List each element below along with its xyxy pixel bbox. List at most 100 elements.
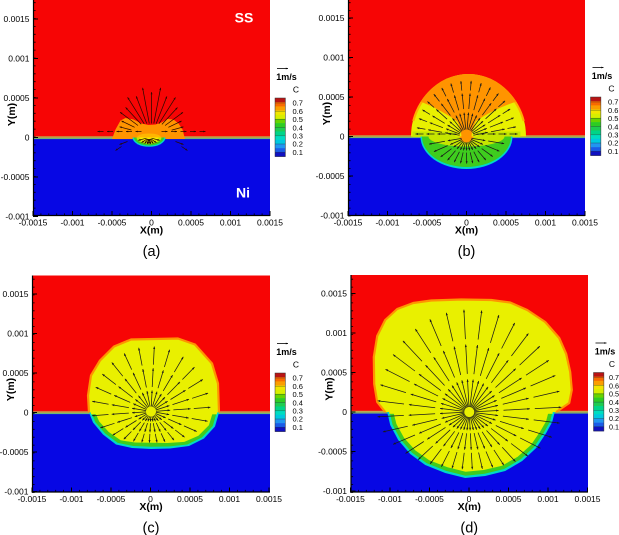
svg-text:-0.001: -0.001 xyxy=(60,218,84,228)
svg-text:0.0015: 0.0015 xyxy=(4,14,30,24)
svg-text:0.0015: 0.0015 xyxy=(575,494,601,504)
svg-text:0: 0 xyxy=(467,494,472,504)
svg-text:-0.0005: -0.0005 xyxy=(413,218,442,228)
svg-text:0.7: 0.7 xyxy=(609,373,619,382)
svg-text:0.0005: 0.0005 xyxy=(319,92,345,102)
svg-text:0: 0 xyxy=(24,407,29,417)
svg-text:Y(m): Y(m) xyxy=(5,378,17,401)
svg-text:0.2: 0.2 xyxy=(608,139,618,148)
svg-text:0.2: 0.2 xyxy=(609,414,619,423)
svg-text:0.0015: 0.0015 xyxy=(256,494,282,504)
svg-text:SS: SS xyxy=(235,10,254,26)
svg-text:(b): (b) xyxy=(458,244,476,260)
svg-text:-0.0005: -0.0005 xyxy=(318,446,347,456)
svg-text:0.4: 0.4 xyxy=(608,122,618,131)
svg-text:0.1: 0.1 xyxy=(293,148,303,157)
svg-text:0: 0 xyxy=(340,131,345,141)
svg-text:0.0015: 0.0015 xyxy=(3,289,29,299)
svg-text:0: 0 xyxy=(342,407,347,417)
svg-text:(d): (d) xyxy=(460,521,478,535)
svg-text:0.001: 0.001 xyxy=(535,218,557,228)
svg-text:C: C xyxy=(608,84,614,94)
svg-text:-0.0005: -0.0005 xyxy=(98,218,127,228)
svg-text:0.5: 0.5 xyxy=(293,115,303,124)
svg-text:-0.0005: -0.0005 xyxy=(97,494,126,504)
svg-text:(a): (a) xyxy=(143,244,161,260)
svg-text:0.4: 0.4 xyxy=(609,398,619,407)
svg-text:0.5: 0.5 xyxy=(608,114,618,123)
svg-text:X(m): X(m) xyxy=(140,225,163,237)
svg-text:0.1: 0.1 xyxy=(608,147,618,156)
svg-text:-0.001: -0.001 xyxy=(378,494,402,504)
svg-text:-0.0005: -0.0005 xyxy=(0,447,29,457)
svg-text:C: C xyxy=(293,85,299,95)
svg-text:0.0015: 0.0015 xyxy=(321,288,347,298)
svg-text:0.2: 0.2 xyxy=(293,140,303,149)
svg-text:C: C xyxy=(293,360,299,370)
svg-text:0.6: 0.6 xyxy=(608,106,618,115)
svg-text:0.0005: 0.0005 xyxy=(496,494,522,504)
svg-text:-0.001: -0.001 xyxy=(59,494,83,504)
svg-text:0.0015: 0.0015 xyxy=(319,13,345,23)
svg-text:-0.0015: -0.0015 xyxy=(18,494,47,504)
svg-text:Ni: Ni xyxy=(236,185,250,201)
svg-text:0.7: 0.7 xyxy=(608,98,618,107)
svg-text:0.0015: 0.0015 xyxy=(257,218,283,228)
svg-text:0: 0 xyxy=(25,132,30,142)
svg-text:-0.0005: -0.0005 xyxy=(316,171,345,181)
svg-text:(c): (c) xyxy=(143,521,160,535)
svg-text:0.6: 0.6 xyxy=(609,381,619,390)
svg-text:0.0015: 0.0015 xyxy=(572,218,598,228)
svg-text:0.6: 0.6 xyxy=(293,382,303,391)
svg-text:-0.001: -0.001 xyxy=(4,486,28,496)
svg-text:0.0005: 0.0005 xyxy=(3,368,29,378)
svg-text:0.1: 0.1 xyxy=(609,422,619,431)
svg-text:0.0005: 0.0005 xyxy=(321,367,347,377)
svg-text:0.001: 0.001 xyxy=(323,52,345,62)
svg-text:0: 0 xyxy=(464,218,469,228)
svg-text:0.3: 0.3 xyxy=(608,131,618,140)
svg-text:0.001: 0.001 xyxy=(537,494,559,504)
svg-text:1m/s: 1m/s xyxy=(592,71,613,81)
svg-text:0.4: 0.4 xyxy=(293,398,303,407)
svg-text:0.3: 0.3 xyxy=(609,406,619,415)
svg-text:-0.0015: -0.0015 xyxy=(19,218,48,228)
svg-text:0.0005: 0.0005 xyxy=(177,494,203,504)
svg-text:X(m): X(m) xyxy=(455,225,478,237)
svg-text:0.1: 0.1 xyxy=(293,423,303,432)
svg-text:-0.001: -0.001 xyxy=(375,218,399,228)
svg-text:-0.0015: -0.0015 xyxy=(336,494,365,504)
svg-text:-0.0005: -0.0005 xyxy=(415,494,444,504)
svg-text:0.001: 0.001 xyxy=(220,218,242,228)
svg-text:0.3: 0.3 xyxy=(293,132,303,141)
svg-text:-0.001: -0.001 xyxy=(5,211,29,221)
svg-text:0.001: 0.001 xyxy=(326,328,348,338)
svg-text:-0.001: -0.001 xyxy=(320,210,344,220)
svg-text:1m/s: 1m/s xyxy=(595,347,616,357)
svg-text:0.2: 0.2 xyxy=(293,415,303,424)
svg-text:0.001: 0.001 xyxy=(8,53,30,63)
svg-text:0.0005: 0.0005 xyxy=(493,218,519,228)
svg-text:0.7: 0.7 xyxy=(293,374,303,383)
svg-text:0.4: 0.4 xyxy=(293,123,303,132)
svg-text:-0.0015: -0.0015 xyxy=(334,218,363,228)
svg-text:Y(m): Y(m) xyxy=(321,102,333,125)
svg-text:Y(m): Y(m) xyxy=(324,377,336,400)
svg-text:0.5: 0.5 xyxy=(609,390,619,399)
svg-text:Y(m): Y(m) xyxy=(6,103,18,126)
svg-text:-0.0005: -0.0005 xyxy=(1,172,30,182)
svg-text:X(m): X(m) xyxy=(139,501,162,513)
svg-text:0.7: 0.7 xyxy=(293,99,303,108)
svg-text:0: 0 xyxy=(149,218,154,228)
svg-text:X(m): X(m) xyxy=(458,501,481,513)
svg-text:1m/s: 1m/s xyxy=(276,72,297,82)
svg-text:0.001: 0.001 xyxy=(7,328,29,338)
svg-text:0.0005: 0.0005 xyxy=(4,93,30,103)
svg-text:0: 0 xyxy=(148,494,153,504)
svg-text:0.5: 0.5 xyxy=(293,390,303,399)
svg-text:0.001: 0.001 xyxy=(219,494,241,504)
svg-text:1m/s: 1m/s xyxy=(276,347,297,357)
svg-text:C: C xyxy=(609,359,615,369)
svg-text:-0.001: -0.001 xyxy=(323,486,347,496)
svg-text:0.3: 0.3 xyxy=(293,407,303,416)
